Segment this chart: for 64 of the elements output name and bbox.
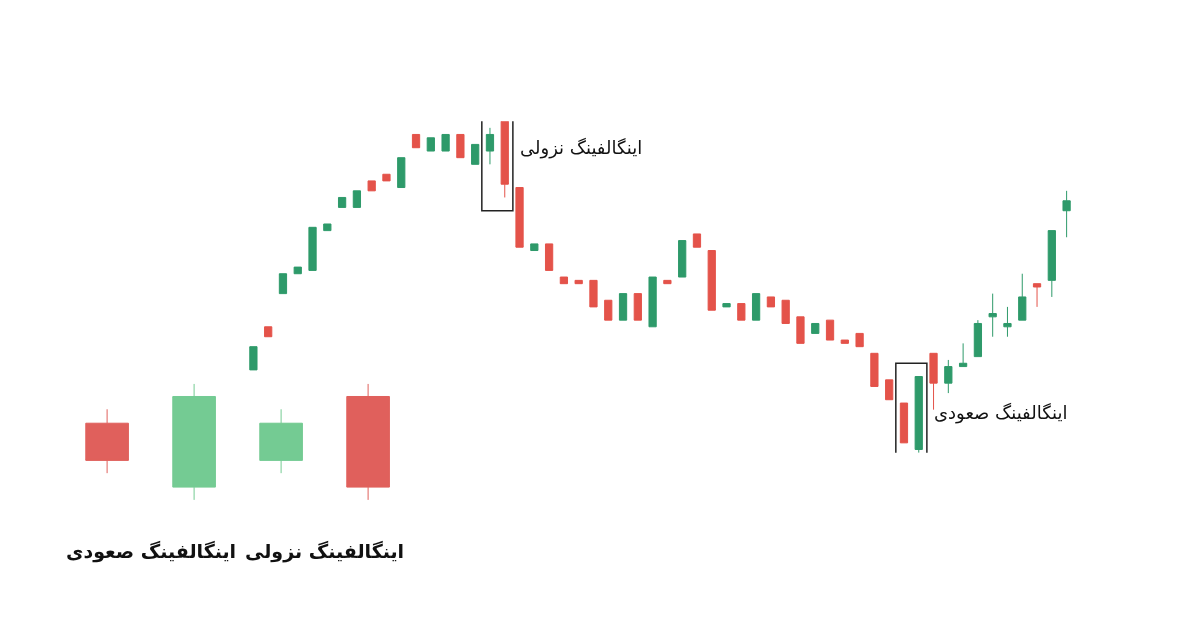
- candlestick: [885, 379, 894, 401]
- candlestick: [367, 180, 376, 192]
- annotation: اینگالفینگ نزولی: [520, 137, 643, 159]
- candlestick: [825, 319, 835, 341]
- candlestick: [249, 346, 258, 371]
- candlestick: [337, 196, 347, 208]
- candlestick: [308, 226, 317, 271]
- candlestick: [633, 293, 642, 321]
- candlestick: [678, 240, 687, 278]
- candlestick: [382, 173, 391, 182]
- candlestick: [589, 279, 598, 308]
- text: اینگالفینگ صعودی: [66, 540, 237, 563]
- candlestick: [471, 143, 480, 165]
- candlestick: [259, 408, 303, 474]
- candlestick: [264, 326, 273, 338]
- candlestick: [1062, 190, 1071, 238]
- candlestick: [751, 293, 761, 321]
- candlestick: [1003, 306, 1012, 338]
- candlestick: [172, 383, 216, 500]
- candlestick: [973, 319, 983, 358]
- candlestick: [958, 342, 968, 368]
- candlestick: [500, 121, 509, 198]
- candlestick: [648, 276, 657, 328]
- candlestick: [559, 276, 569, 285]
- candlestick: [840, 339, 849, 344]
- candlestick: [796, 316, 805, 344]
- candlestick: [692, 233, 702, 248]
- candlestick: [1047, 230, 1056, 298]
- candlestick: [914, 376, 923, 453]
- candlestick: [352, 190, 362, 208]
- candlestick: [323, 223, 332, 232]
- candlestick: [293, 266, 302, 275]
- annotation: اینگالفینگ صعودی: [934, 402, 1068, 424]
- candlestick: [870, 352, 879, 387]
- candlestick: [929, 352, 938, 411]
- candlestick: [604, 299, 613, 321]
- candlestick: [426, 137, 435, 152]
- text: اینگالفینگ نزولی: [245, 540, 405, 563]
- candlestick: [574, 279, 583, 285]
- candlestick: [766, 296, 776, 308]
- candlestick: [485, 127, 495, 165]
- candlestick: [456, 133, 465, 159]
- candlestick: [278, 273, 288, 295]
- candlestick: [85, 408, 129, 474]
- candlestick: [707, 250, 716, 311]
- candlestick: [944, 359, 953, 394]
- candlestick: [988, 293, 997, 338]
- candlestick: [397, 157, 406, 189]
- candlestick: [515, 187, 524, 248]
- candlestick: [1018, 273, 1027, 321]
- candlestick: [855, 332, 864, 348]
- candlestick: [441, 133, 450, 152]
- candlestick: [899, 402, 909, 444]
- candlestick: [781, 299, 790, 324]
- candlestick: [530, 243, 539, 252]
- candlestick: [722, 303, 731, 308]
- candlestick: [618, 293, 628, 321]
- candlestick: [737, 303, 746, 321]
- candlestick: [811, 322, 820, 334]
- candlestick: [663, 279, 672, 285]
- candlestick: [346, 383, 390, 500]
- candlestick: [411, 133, 421, 149]
- candlestick: [544, 243, 554, 271]
- candlestick: [1032, 283, 1042, 308]
